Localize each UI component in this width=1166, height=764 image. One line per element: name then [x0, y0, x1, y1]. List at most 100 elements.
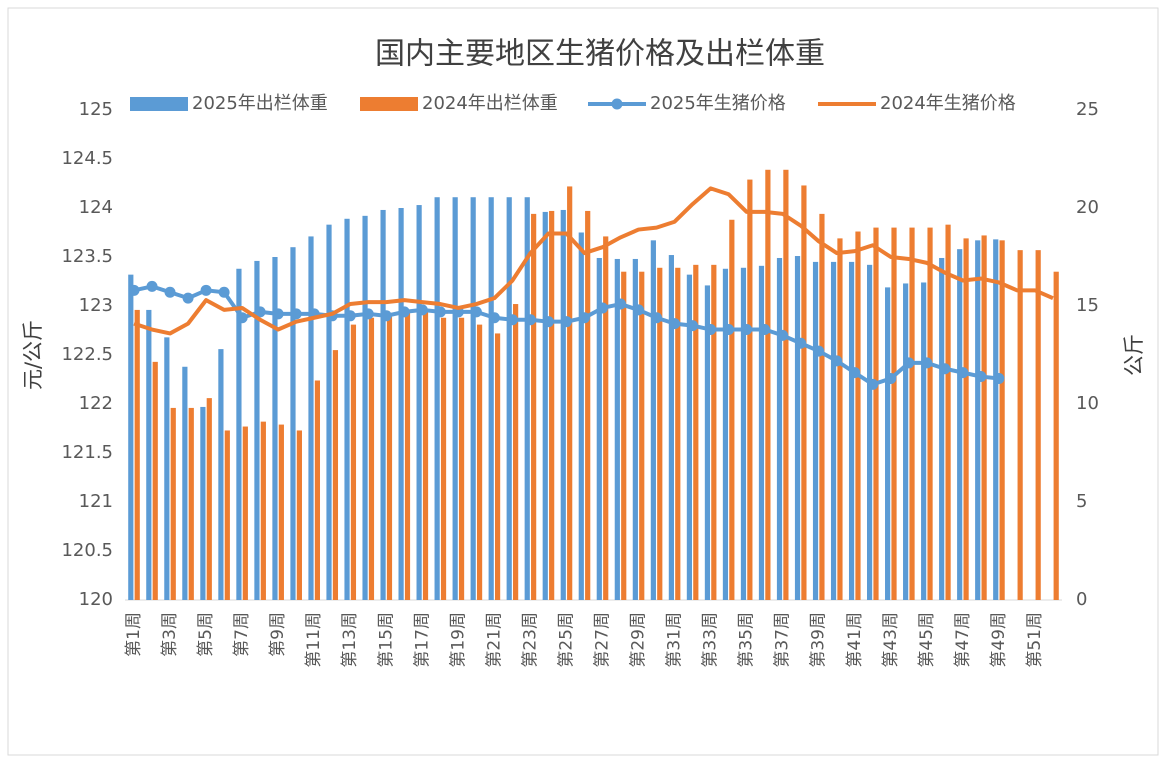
bar: [513, 304, 519, 600]
y-tick-label: 122.5: [61, 344, 113, 365]
bar: [614, 258, 620, 600]
bar: [632, 258, 638, 600]
x-tick-label: 第29周: [629, 612, 649, 668]
x-tick-label: 第33周: [701, 612, 721, 668]
bar: [675, 267, 681, 600]
line-marker: [849, 367, 861, 379]
y-tick-label: 120: [79, 589, 113, 610]
legend-label: 2024年出栏体重: [422, 93, 558, 114]
bar: [957, 249, 963, 600]
y-tick-label: 124.5: [61, 148, 113, 169]
bar: [999, 240, 1005, 600]
bar: [1053, 271, 1059, 600]
bar: [398, 208, 404, 600]
y2-tick-label: 0: [1076, 589, 1087, 610]
line-marker: [993, 373, 1005, 385]
line-marker: [813, 345, 825, 357]
line-marker: [254, 306, 266, 318]
bar: [855, 231, 861, 600]
bar: [128, 274, 134, 600]
bar: [404, 311, 411, 600]
bar: [729, 219, 735, 600]
bar: [747, 179, 753, 600]
x-tick-label: 第43周: [881, 612, 901, 668]
bar: [380, 209, 386, 600]
bar: [963, 238, 969, 600]
x-tick-label: 第9周: [268, 612, 288, 657]
y-tick-label: 120.5: [61, 540, 113, 561]
bar: [975, 240, 981, 600]
bar: [848, 261, 855, 600]
line-marker: [615, 298, 627, 310]
bar: [657, 267, 663, 600]
bar: [416, 205, 422, 600]
line-marker: [651, 312, 663, 324]
x-tick-label: 第49周: [989, 612, 1009, 668]
line-marker: [470, 306, 482, 318]
y2-tick-label: 10: [1076, 393, 1099, 414]
bar: [182, 366, 188, 600]
y-tick-label: 122: [79, 393, 113, 414]
line-marker: [597, 302, 609, 314]
bar: [596, 257, 602, 600]
bar: [560, 209, 566, 600]
bar: [909, 227, 915, 600]
bar: [332, 350, 339, 600]
bar: [278, 424, 284, 600]
bar: [981, 235, 987, 600]
bar: [1017, 250, 1023, 600]
y-tick-label: 124: [79, 197, 113, 218]
y2-tick-label: 5: [1076, 491, 1087, 512]
bar: [236, 268, 242, 600]
bar: [344, 218, 350, 600]
bar: [326, 224, 332, 600]
bar: [866, 264, 873, 600]
bar: [819, 213, 825, 600]
x-tick-label: 第23周: [520, 612, 540, 668]
line: [133, 186, 1054, 336]
bar: [603, 236, 609, 601]
line-marker: [831, 355, 843, 367]
bar: [921, 282, 927, 600]
line-marker: [560, 316, 572, 328]
bar: [801, 185, 807, 600]
bar: [891, 227, 897, 600]
bar: [668, 255, 674, 601]
bar: [164, 337, 170, 600]
bar: [458, 317, 465, 600]
line-marker: [524, 314, 536, 326]
line-marker: [921, 357, 933, 369]
bar: [134, 309, 140, 600]
line-marker: [344, 310, 356, 322]
bar: [578, 232, 584, 600]
bar: [621, 271, 627, 600]
bar: [170, 407, 176, 600]
x-tick-label: 第17周: [412, 612, 432, 668]
bar: [794, 256, 801, 600]
bar: [686, 274, 693, 600]
legend-label: 2025年生猪价格: [650, 93, 786, 114]
bar: [440, 317, 447, 600]
bar: [314, 380, 321, 600]
line-marker: [218, 286, 230, 298]
line-marker: [362, 308, 374, 320]
x-tick-label: 第27周: [593, 612, 613, 668]
bar: [524, 197, 530, 600]
x-tick-label: 第21周: [484, 612, 504, 668]
line-marker: [867, 378, 879, 390]
x-tick-label: 第31周: [665, 612, 685, 668]
bar: [758, 265, 765, 600]
line-marker: [434, 306, 446, 318]
x-tick-label: 第3周: [160, 612, 180, 657]
bar: [542, 211, 548, 601]
chart-title: 国内主要地区生猪价格及出栏体重: [375, 37, 825, 72]
line-marker: [182, 292, 194, 304]
bar: [362, 215, 368, 600]
bar: [488, 197, 494, 600]
bar: [272, 257, 278, 600]
legend-swatch: [611, 98, 623, 110]
y-tick-label: 123: [79, 295, 113, 316]
bar: [704, 285, 711, 600]
line-marker: [398, 306, 410, 318]
